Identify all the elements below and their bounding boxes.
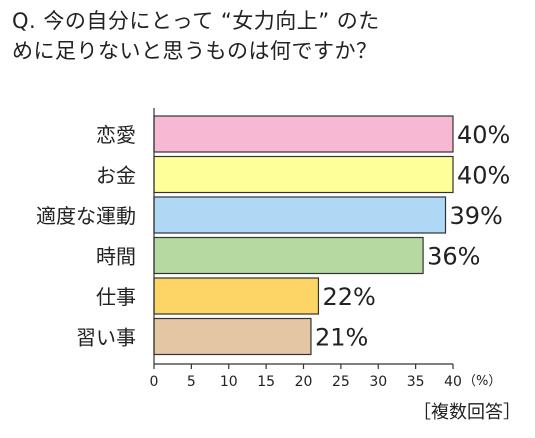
value-label: 39% <box>450 202 503 230</box>
bar <box>153 155 454 194</box>
bar <box>153 236 424 275</box>
x-tick-label: 25 <box>332 374 350 390</box>
category-label: 時間 <box>96 245 136 269</box>
question-line-2: めに足りないと思うものは何ですか？ <box>12 39 378 63</box>
x-tick-label: 35 <box>407 374 425 390</box>
value-label: 21% <box>315 324 368 352</box>
category-label: 恋愛 <box>96 123 136 147</box>
bar <box>153 317 312 356</box>
category-label: 適度な運動 <box>36 204 136 228</box>
question-line-1: Q. 今の自分にとって “女力向上” のた <box>12 9 380 33</box>
question-title: Q. 今の自分にとって “女力向上” のた めに足りないと思うものは何ですか？ <box>12 6 527 66</box>
category-label: お金 <box>96 164 136 188</box>
x-tick-label: 15 <box>257 374 275 390</box>
category-label: 仕事 <box>96 285 136 309</box>
category-label: 習い事 <box>76 326 136 350</box>
x-tick-label: 5 <box>187 374 196 390</box>
value-label: 40% <box>457 121 510 149</box>
x-tick-label: 20 <box>295 374 313 390</box>
x-tick-label: 0 <box>150 374 159 390</box>
value-label: 40% <box>457 162 510 190</box>
x-tick-label: 40 <box>444 374 462 390</box>
bar <box>153 196 447 234</box>
value-label: 22% <box>322 283 375 311</box>
x-tick-label: 10 <box>220 374 238 390</box>
value-label: 36% <box>427 243 480 271</box>
x-tick-label: 30 <box>369 374 387 390</box>
multiple-answer-note: ［複数回答］ <box>413 402 521 423</box>
bar <box>153 115 454 153</box>
bar <box>153 277 320 315</box>
x-unit-label: （%） <box>463 374 501 389</box>
